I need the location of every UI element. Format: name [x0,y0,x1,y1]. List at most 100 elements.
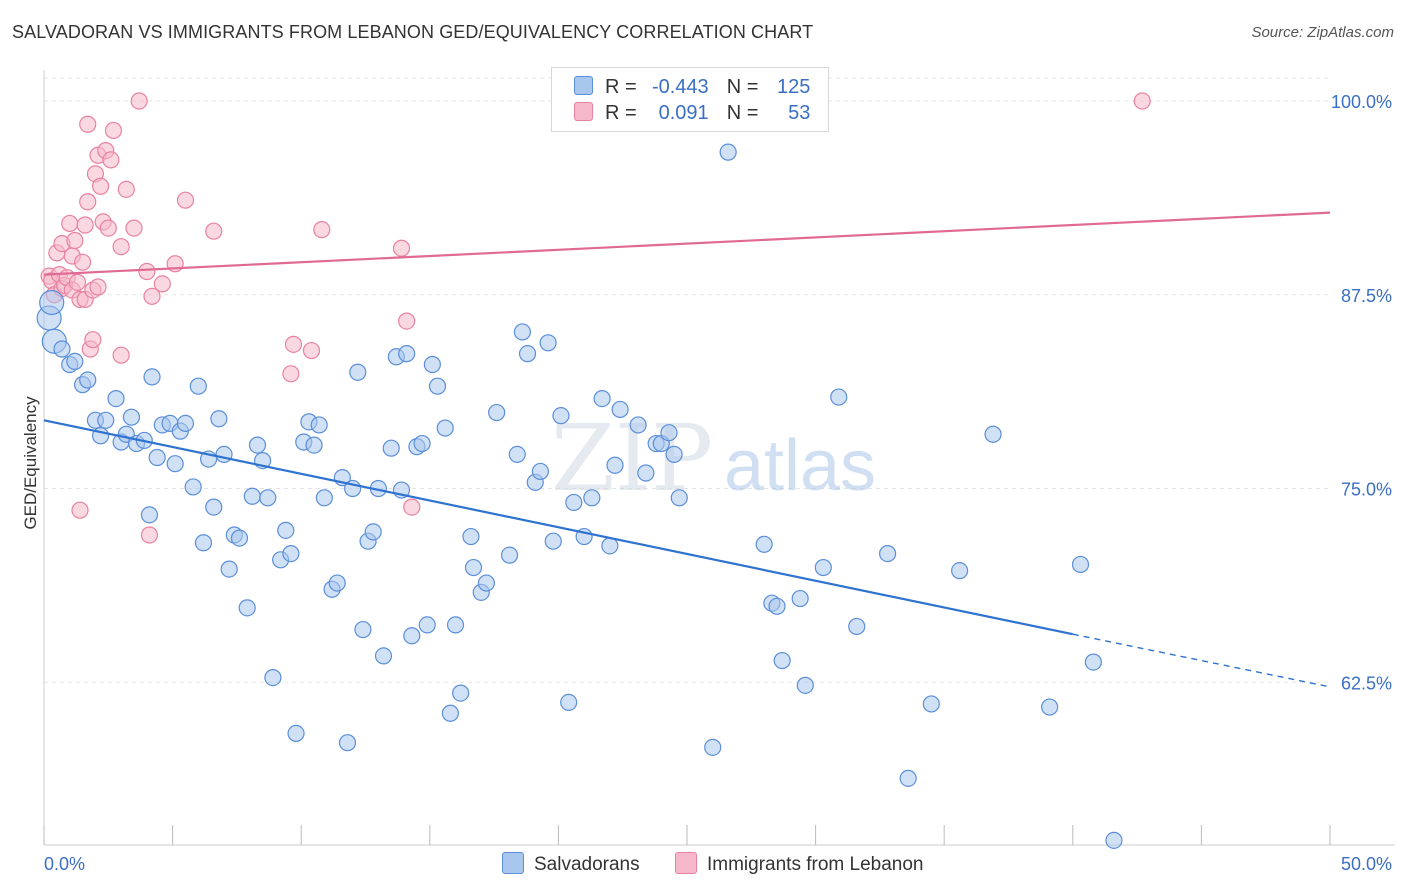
data-point[interactable] [629,416,647,434]
data-point[interactable] [1041,698,1059,716]
data-point[interactable] [773,651,791,670]
data-point[interactable] [1071,555,1090,574]
data-point[interactable] [99,219,117,237]
data-point[interactable] [138,262,156,281]
data-point[interactable] [374,647,393,665]
data-point[interactable] [665,445,683,463]
data-point[interactable] [398,312,416,330]
data-point[interactable] [140,506,159,524]
data-point[interactable] [143,368,161,386]
data-point[interactable] [814,558,832,577]
data-point[interactable] [606,456,624,474]
data-point[interactable] [112,238,130,256]
data-point[interactable] [277,521,295,539]
data-point[interactable] [531,462,549,481]
data-point[interactable] [61,214,79,233]
data-point[interactable] [500,546,519,564]
data-point[interactable] [328,574,346,592]
data-point[interactable] [66,352,84,370]
data-point[interactable] [418,616,436,634]
data-point[interactable] [593,390,611,408]
data-point[interactable] [508,445,526,463]
data-point[interactable] [899,769,917,787]
data-point[interactable] [176,191,195,209]
data-point[interactable] [719,143,737,161]
data-point[interactable] [462,527,480,546]
data-point[interactable] [143,287,161,305]
data-point[interactable] [148,448,166,467]
data-point[interactable] [230,529,249,547]
data-point[interactable] [660,424,678,442]
data-point[interactable] [39,289,65,316]
data-point[interactable] [392,239,411,257]
data-point[interactable] [848,617,866,636]
data-point[interactable] [140,526,159,544]
data-point[interactable] [560,693,578,712]
data-point[interactable] [338,734,357,752]
data-point[interactable] [403,627,421,645]
data-point[interactable] [413,434,431,453]
data-point[interactable] [66,231,84,250]
data-point[interactable] [704,738,722,756]
data-point[interactable] [428,377,447,395]
data-point[interactable] [583,489,601,507]
data-point[interactable] [446,616,465,634]
data-point[interactable] [107,390,125,408]
data-point[interactable] [922,695,940,713]
data-point[interactable] [488,403,506,422]
data-point[interactable] [166,455,184,473]
data-point[interactable] [287,724,305,743]
data-point[interactable] [53,340,71,358]
data-point[interactable] [755,535,773,553]
data-point[interactable] [791,589,809,608]
data-point[interactable] [768,597,786,615]
data-point[interactable] [205,222,223,240]
data-point[interactable] [382,439,400,457]
data-point[interactable] [91,177,110,195]
data-point[interactable] [670,489,688,507]
data-point[interactable] [284,335,303,353]
data-point[interactable] [349,363,367,381]
data-point[interactable] [601,537,619,555]
data-point[interactable] [305,436,323,454]
data-point[interactable] [84,331,102,349]
data-point[interactable] [441,704,459,722]
data-point[interactable] [1133,92,1151,110]
data-point[interactable] [403,498,421,516]
data-point[interactable] [354,620,372,639]
data-point[interactable] [125,219,143,237]
data-point[interactable] [552,407,570,425]
data-point[interactable] [97,411,115,429]
data-point[interactable] [104,121,123,140]
data-point[interactable] [302,341,321,360]
data-point[interactable] [79,193,97,211]
data-point[interactable] [243,487,261,505]
data-point[interactable] [796,676,814,694]
data-point[interactable] [477,574,495,592]
data-point[interactable] [611,400,629,419]
data-point[interactable] [76,216,94,234]
data-point[interactable] [238,599,256,617]
data-point[interactable] [1105,831,1123,849]
data-point[interactable] [73,253,92,271]
data-point[interactable] [205,498,223,516]
data-point[interactable] [117,180,135,198]
data-point[interactable] [544,532,562,550]
data-point[interactable] [79,115,97,133]
data-point[interactable] [122,408,141,426]
data-point[interactable] [879,544,897,563]
data-point[interactable] [984,425,1002,443]
data-point[interactable] [176,414,195,432]
data-point[interactable] [194,534,213,552]
data-point[interactable] [513,323,531,341]
data-point[interactable] [68,273,87,291]
data-point[interactable] [436,419,454,437]
legend-item-lebanon[interactable]: Immigrants from Lebanon [675,852,924,876]
data-point[interactable] [89,278,107,296]
data-point[interactable] [153,275,171,293]
data-point[interactable] [315,489,333,507]
data-point[interactable] [259,489,277,507]
data-point[interactable] [637,464,655,482]
data-point[interactable] [210,410,228,428]
data-point[interactable] [282,544,300,563]
